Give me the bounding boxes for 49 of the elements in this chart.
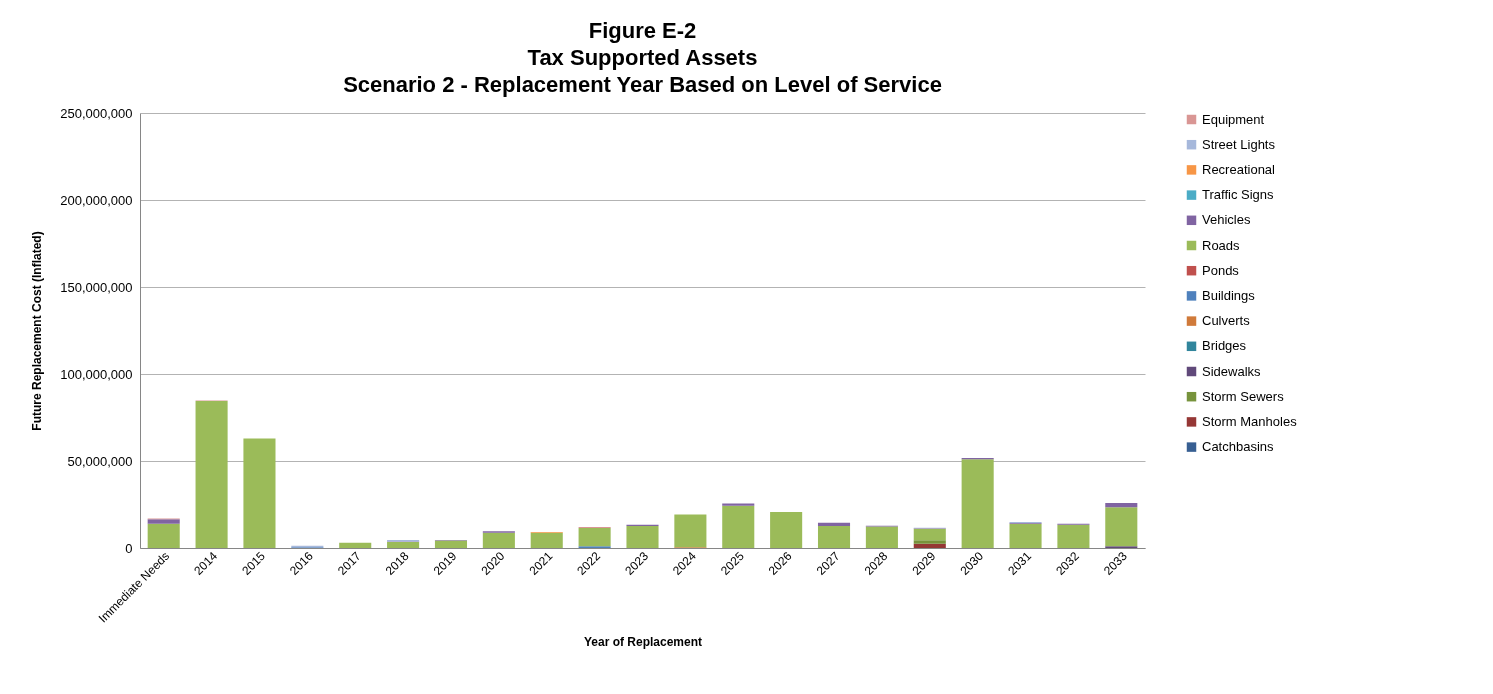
bar bbox=[817, 525, 851, 548]
bar bbox=[961, 459, 994, 548]
legend-label: Traffic Signs bbox=[1202, 187, 1275, 203]
bar bbox=[626, 526, 659, 548]
bar bbox=[434, 540, 468, 548]
bar bbox=[1105, 507, 1138, 547]
bar bbox=[195, 400, 228, 548]
bar bbox=[913, 528, 946, 541]
bar bbox=[482, 532, 515, 548]
bar bbox=[770, 511, 803, 548]
bar bbox=[147, 523, 180, 548]
bar bbox=[530, 532, 563, 548]
bar bbox=[674, 514, 707, 548]
bar bbox=[1009, 523, 1042, 548]
legend-label: Culverts bbox=[1202, 313, 1251, 329]
legend-label: Buildings bbox=[1202, 287, 1256, 303]
bar bbox=[913, 540, 946, 544]
bar bbox=[913, 543, 946, 548]
legend-label: Recreational bbox=[1202, 161, 1276, 177]
legend-label: Bridges bbox=[1202, 338, 1247, 354]
bar bbox=[817, 522, 851, 526]
y-tick-label: 0 bbox=[125, 540, 133, 556]
legend-label: Street Lights bbox=[1202, 136, 1276, 152]
y-tick-label: 200,000,000 bbox=[60, 192, 133, 208]
y-tick-label: 50,000,000 bbox=[67, 453, 133, 469]
chart-title: Figure E-2 Tax Supported Assets Scenario 2 - Replacement Year Based on Level of Service bbox=[343, 18, 942, 97]
legend-label: Equipment bbox=[1202, 111, 1265, 127]
bar bbox=[722, 505, 755, 548]
legend-label: Ponds bbox=[1202, 262, 1240, 278]
bar bbox=[147, 519, 180, 524]
bar bbox=[865, 526, 898, 548]
y-tick-label: 150,000,000 bbox=[60, 279, 133, 295]
legend-label: Roads bbox=[1202, 237, 1241, 253]
y-axis-title: Future Replacement Cost (Inflated) bbox=[30, 231, 45, 431]
bar bbox=[243, 438, 276, 548]
legend-label: Sidewalks bbox=[1202, 363, 1262, 379]
bar bbox=[1057, 524, 1090, 548]
bar bbox=[578, 527, 611, 547]
bar bbox=[722, 503, 755, 506]
legend-label: Storm Sewers bbox=[1202, 388, 1285, 404]
y-tick-label: 100,000,000 bbox=[60, 366, 133, 382]
x-axis-title: Year of Replacement bbox=[583, 634, 703, 649]
legend-label: Vehicles bbox=[1202, 212, 1251, 228]
bar bbox=[339, 542, 372, 548]
bar bbox=[1105, 503, 1138, 508]
bar bbox=[387, 541, 420, 548]
legend-label: Storm Manholes bbox=[1202, 413, 1298, 429]
legend-label: Catchbasins bbox=[1202, 439, 1275, 455]
y-tick-label: 250,000,000 bbox=[60, 105, 133, 121]
